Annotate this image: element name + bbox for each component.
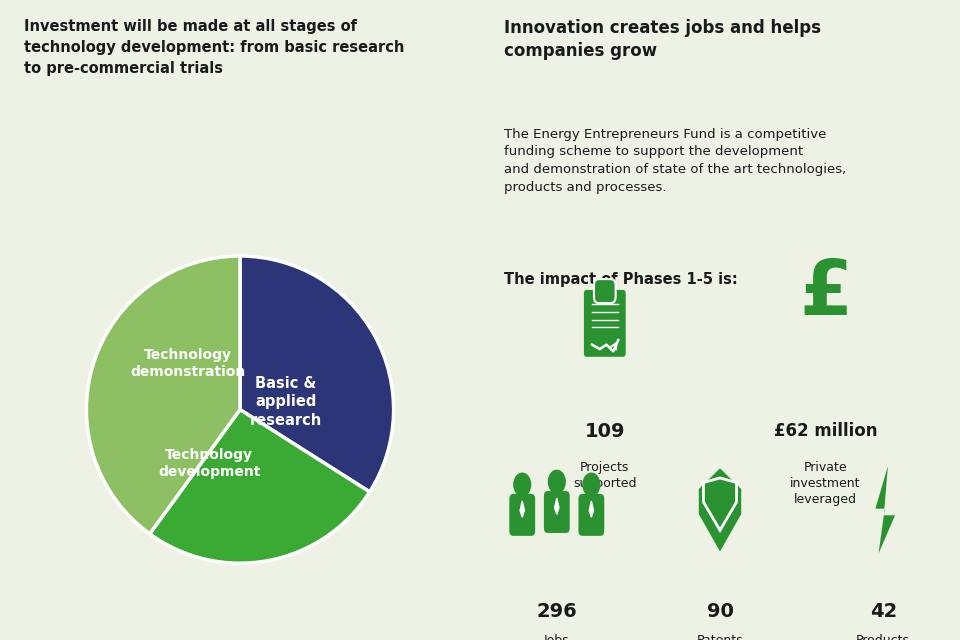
Polygon shape [704,478,736,531]
Text: Jobs
supported: Jobs supported [525,634,588,640]
FancyBboxPatch shape [510,494,535,536]
Text: 109: 109 [585,422,625,442]
Text: Basic &
applied
research: Basic & applied research [250,376,323,428]
Wedge shape [240,256,394,492]
Wedge shape [86,256,240,534]
Text: Projects
supported: Projects supported [573,461,636,490]
Text: Technology
development: Technology development [158,448,260,479]
Text: Investment will be made at all stages of
technology development: from basic rese: Investment will be made at all stages of… [24,19,404,76]
Wedge shape [150,410,370,563]
Text: 296: 296 [537,602,577,621]
Circle shape [514,472,531,497]
Text: Technology
demonstration: Technology demonstration [131,348,246,379]
Polygon shape [876,466,895,554]
Text: 90: 90 [707,602,733,621]
Text: Products
launched: Products launched [854,634,912,640]
Text: £62 million: £62 million [774,422,877,440]
Text: The Energy Entrepreneurs Fund is a competitive
funding scheme to support the dev: The Energy Entrepreneurs Fund is a compe… [504,128,847,193]
Text: The impact of Phases 1-5 is:: The impact of Phases 1-5 is: [504,272,737,287]
FancyBboxPatch shape [579,494,604,536]
Text: Patents
applied for: Patents applied for [686,634,754,640]
Text: Innovation creates jobs and helps
companies grow: Innovation creates jobs and helps compan… [504,19,821,60]
Polygon shape [589,501,593,517]
Circle shape [548,470,565,494]
Polygon shape [555,498,559,515]
FancyBboxPatch shape [584,290,626,357]
FancyBboxPatch shape [544,491,569,533]
Polygon shape [699,468,741,552]
Text: Private
investment
leveraged: Private investment leveraged [790,461,861,506]
Circle shape [583,472,600,497]
FancyBboxPatch shape [594,279,615,303]
Text: £: £ [799,257,852,332]
Text: 42: 42 [870,602,897,621]
Polygon shape [520,501,524,517]
